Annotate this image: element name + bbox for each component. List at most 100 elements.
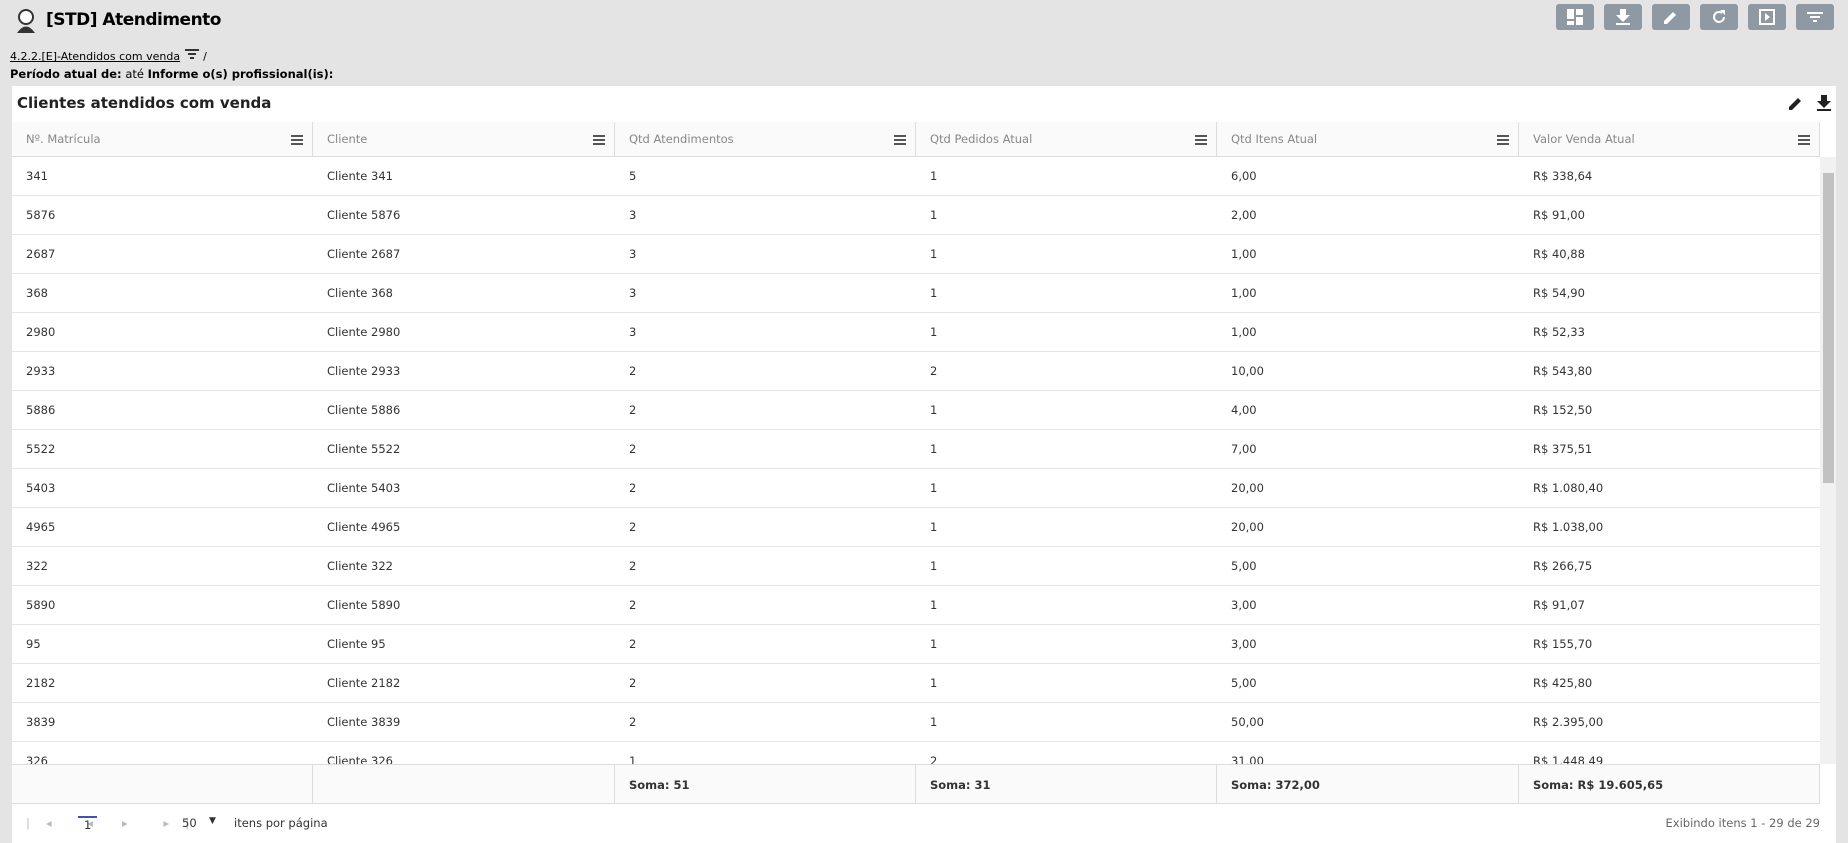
table-cell: 50,00 bbox=[1217, 703, 1519, 742]
pager: |◂ ◂ 1 ▸ ▸| 50 ▼ itens por página Exibin… bbox=[12, 804, 1836, 843]
table-cell: Cliente 3839 bbox=[313, 703, 615, 742]
table-cell: R$ 40,88 bbox=[1519, 235, 1820, 274]
download-button[interactable] bbox=[1604, 4, 1642, 30]
table-cell: 2 bbox=[615, 703, 916, 742]
table-cell: Cliente 2980 bbox=[313, 313, 615, 352]
table-cell: 2 bbox=[615, 391, 916, 430]
table-cell: 341 bbox=[12, 157, 313, 196]
footer-cell bbox=[12, 764, 313, 804]
table-cell: 95 bbox=[12, 625, 313, 664]
layout-button[interactable] bbox=[1556, 4, 1594, 30]
column-menu[interactable] bbox=[592, 134, 606, 146]
table-cell: R$ 91,00 bbox=[1519, 196, 1820, 235]
pager-page[interactable]: 1 bbox=[78, 816, 98, 832]
table-cell: 2 bbox=[615, 352, 916, 391]
scrollbar[interactable] bbox=[1820, 157, 1836, 764]
table-cell: R$ 54,90 bbox=[1519, 274, 1820, 313]
filter-icon[interactable] bbox=[184, 48, 200, 60]
panel: Clientes atendidos com venda Nº. Matrícu… bbox=[12, 86, 1836, 843]
table-cell: 5886 bbox=[12, 391, 313, 430]
table-cell: 368 bbox=[12, 274, 313, 313]
table-cell: 1 bbox=[916, 469, 1217, 508]
column-menu[interactable] bbox=[1194, 134, 1208, 146]
table-cell: 7,00 bbox=[1217, 430, 1519, 469]
pager-per-page: itens por página bbox=[234, 816, 328, 830]
table-cell: 2 bbox=[615, 508, 916, 547]
table-cell: R$ 338,64 bbox=[1519, 157, 1820, 196]
column-header: Valor Venda Atual bbox=[1519, 122, 1820, 157]
footer-cell: Soma: R$ 19.605,65 bbox=[1519, 764, 1820, 804]
table-cell: Cliente 5886 bbox=[313, 391, 615, 430]
table-cell: 20,00 bbox=[1217, 508, 1519, 547]
table-cell: 2 bbox=[615, 469, 916, 508]
table-cell: 5 bbox=[615, 157, 916, 196]
table-cell: Cliente 95 bbox=[313, 625, 615, 664]
table-cell: 1,00 bbox=[1217, 235, 1519, 274]
pager-arrows-next[interactable]: ▸ ▸| bbox=[122, 816, 206, 830]
table-cell: Cliente 2182 bbox=[313, 664, 615, 703]
table-cell: 1 bbox=[916, 430, 1217, 469]
table-cell: R$ 155,70 bbox=[1519, 625, 1820, 664]
panel-edit[interactable] bbox=[1787, 94, 1805, 112]
column-header: Nº. Matrícula bbox=[12, 122, 313, 157]
table-cell: 5522 bbox=[12, 430, 313, 469]
table-cell: R$ 91,07 bbox=[1519, 586, 1820, 625]
table-cell: 1 bbox=[916, 391, 1217, 430]
table-cell: 1 bbox=[916, 625, 1217, 664]
table-cell: 5,00 bbox=[1217, 664, 1519, 703]
table-cell: 3 bbox=[615, 274, 916, 313]
table-cell: 2980 bbox=[12, 313, 313, 352]
table-cell: R$ 2.395,00 bbox=[1519, 703, 1820, 742]
table-cell: 1,00 bbox=[1217, 313, 1519, 352]
column-menu[interactable] bbox=[1496, 134, 1510, 146]
edit-button[interactable] bbox=[1652, 4, 1690, 30]
table-cell: 2182 bbox=[12, 664, 313, 703]
table-cell: R$ 266,75 bbox=[1519, 547, 1820, 586]
filter-button[interactable] bbox=[1796, 4, 1834, 30]
table-cell: 2 bbox=[615, 547, 916, 586]
pager-arrows[interactable]: |◂ ◂ bbox=[26, 816, 110, 830]
table-cell: 1,00 bbox=[1217, 274, 1519, 313]
table-cell: Cliente 4965 bbox=[313, 508, 615, 547]
pager-size[interactable]: 50 bbox=[182, 816, 197, 830]
table-cell: R$ 1.080,40 bbox=[1519, 469, 1820, 508]
period-line: Período atual de: até Informe o(s) profi… bbox=[10, 67, 333, 81]
table-cell: 3 bbox=[615, 235, 916, 274]
professional-label: Informe o(s) profissional(is): bbox=[147, 67, 334, 81]
table-cell: Cliente 368 bbox=[313, 274, 615, 313]
table-cell: 3,00 bbox=[1217, 625, 1519, 664]
table-cell: 1 bbox=[916, 157, 1217, 196]
table-cell: 4,00 bbox=[1217, 391, 1519, 430]
table-cell: 2687 bbox=[12, 235, 313, 274]
pager-size-caret[interactable]: ▼ bbox=[209, 816, 216, 826]
table-cell: 326 bbox=[12, 742, 313, 764]
table-cell: 20,00 bbox=[1217, 469, 1519, 508]
pager-summary: Exibindo itens 1 - 29 de 29 bbox=[1665, 816, 1821, 830]
panel-download[interactable] bbox=[1815, 94, 1833, 112]
column-header: Qtd Pedidos Atual bbox=[916, 122, 1217, 157]
refresh-button[interactable] bbox=[1700, 4, 1738, 30]
table-cell: R$ 152,50 bbox=[1519, 391, 1820, 430]
column-header: Qtd Itens Atual bbox=[1217, 122, 1519, 157]
panel-title: Clientes atendidos com venda bbox=[17, 94, 272, 112]
table-cell: 5876 bbox=[12, 196, 313, 235]
column-menu[interactable] bbox=[893, 134, 907, 146]
footer-cell bbox=[313, 764, 615, 804]
table-cell: 1 bbox=[916, 664, 1217, 703]
period-middle: até bbox=[125, 67, 144, 81]
table-cell: 3 bbox=[615, 196, 916, 235]
column-menu[interactable] bbox=[290, 134, 304, 146]
present-button[interactable] bbox=[1748, 4, 1786, 30]
table-cell: 2,00 bbox=[1217, 196, 1519, 235]
table-cell: 1 bbox=[916, 235, 1217, 274]
breadcrumb-link[interactable]: 4.2.2.[E]-Atendidos com venda bbox=[10, 50, 181, 63]
column-menu[interactable] bbox=[1797, 134, 1811, 146]
table-cell: 1 bbox=[916, 586, 1217, 625]
table-cell: R$ 375,51 bbox=[1519, 430, 1820, 469]
table-cell: 5890 bbox=[12, 586, 313, 625]
table-cell: 31,00 bbox=[1217, 742, 1519, 764]
table-cell: 1 bbox=[916, 508, 1217, 547]
scroll-thumb[interactable] bbox=[1823, 173, 1834, 483]
table-cell: 3,00 bbox=[1217, 586, 1519, 625]
